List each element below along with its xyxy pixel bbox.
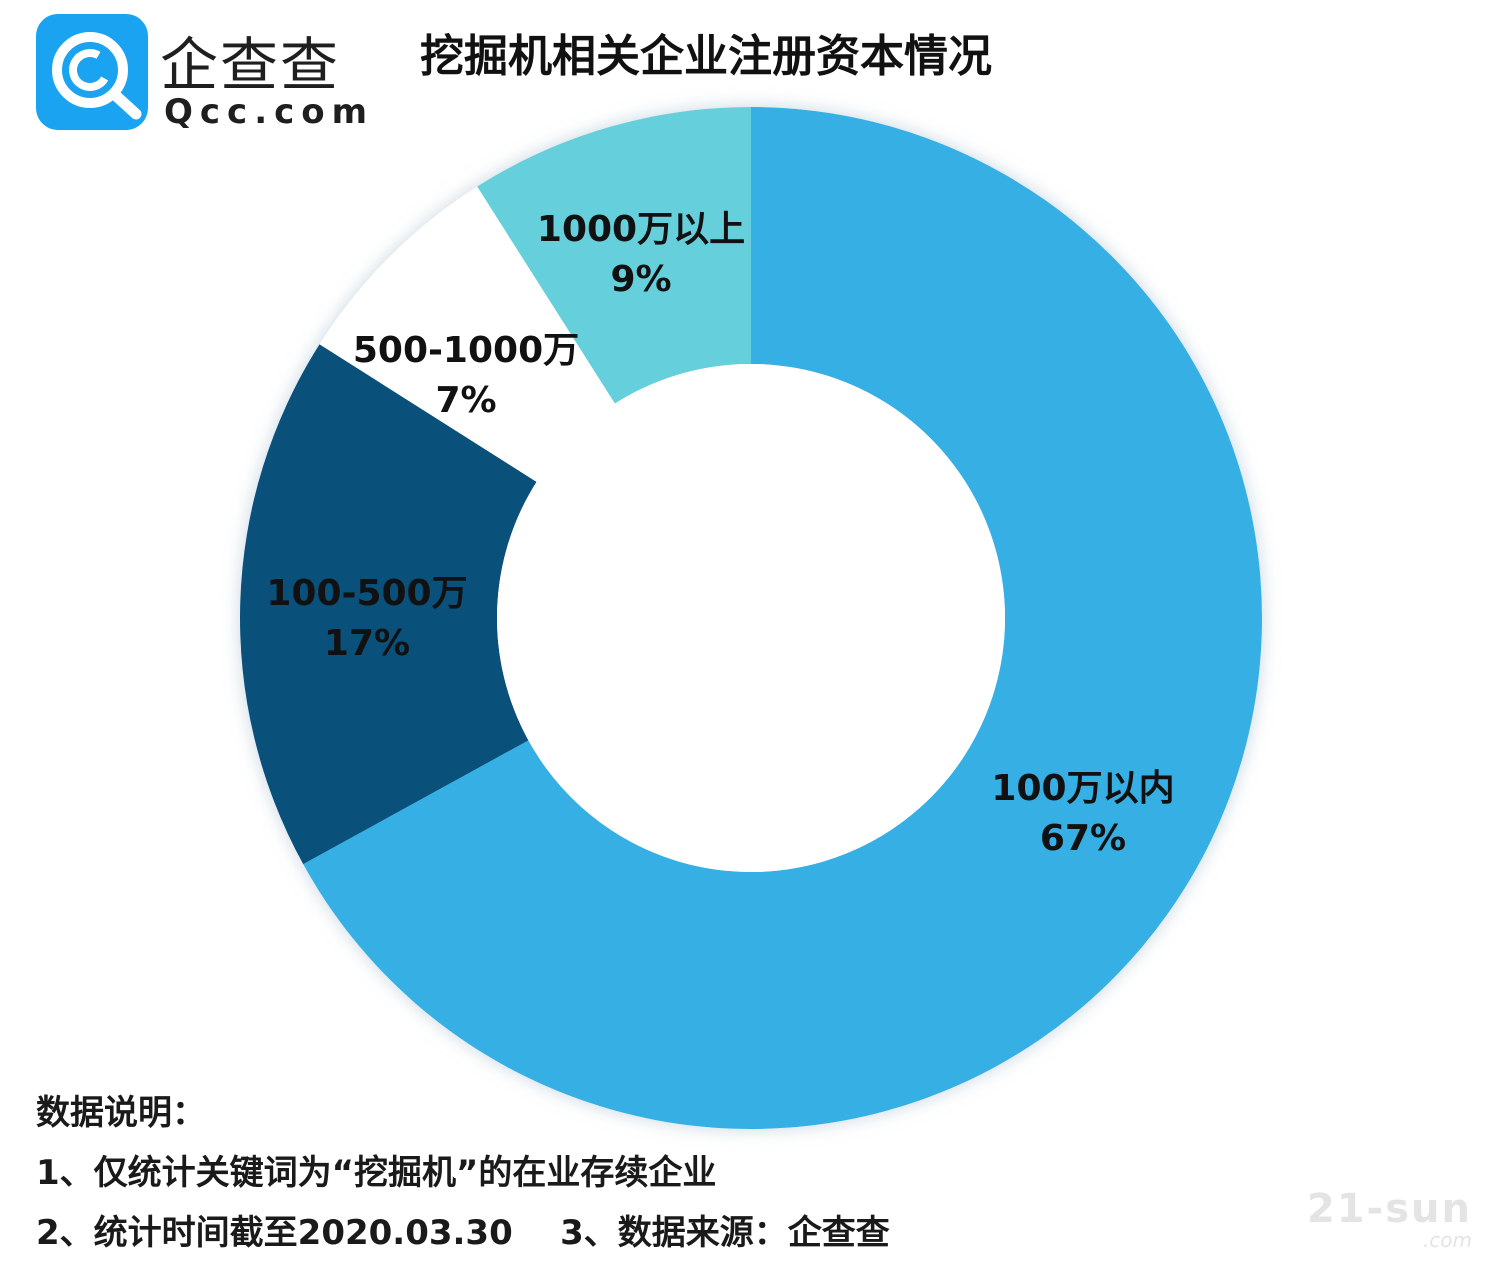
watermark-sub: .com <box>1422 1228 1472 1252</box>
slice-name-label-1: 100-500万 <box>266 573 467 614</box>
notes-line-1: 1、仅统计关键词为“挖掘机”的在业存续企业 <box>36 1153 717 1193</box>
donut-hole <box>497 364 1005 872</box>
notes-line-2: 2、统计时间截至2020.03.30 3、数据来源：企查查 <box>36 1213 890 1253</box>
slice-name-label-3: 1000万以上 <box>537 209 745 250</box>
slice-name-label-0: 100万以内 <box>991 768 1174 809</box>
donut-slice-0 <box>303 107 1262 1129</box>
qcc-logo <box>36 14 148 130</box>
slice-percent-label-3: 9% <box>610 259 671 300</box>
notes-heading: 数据说明： <box>36 1093 206 1133</box>
watermark: 21-sun <box>1306 1186 1472 1232</box>
slice-percent-label-2: 7% <box>435 380 496 421</box>
slice-name-label-2: 500-1000万 <box>353 330 579 371</box>
magnifier-c-logo-icon <box>52 32 142 120</box>
data-notes: 数据说明： 1、仅统计关键词为“挖掘机”的在业存续企业 2、统计时间截至2020… <box>36 1090 890 1270</box>
donut-slice-2 <box>319 186 615 482</box>
donut-slice-3 <box>477 107 751 404</box>
brand-domain: Qcc.com <box>164 92 375 132</box>
chart-title: 挖掘机相关企业注册资本情况 <box>420 31 992 82</box>
slice-percent-label-1: 17% <box>324 623 410 664</box>
brand-name: 企查查 <box>160 31 341 99</box>
slice-percent-label-0: 67% <box>1040 818 1126 859</box>
donut-slice-1 <box>239 344 537 865</box>
